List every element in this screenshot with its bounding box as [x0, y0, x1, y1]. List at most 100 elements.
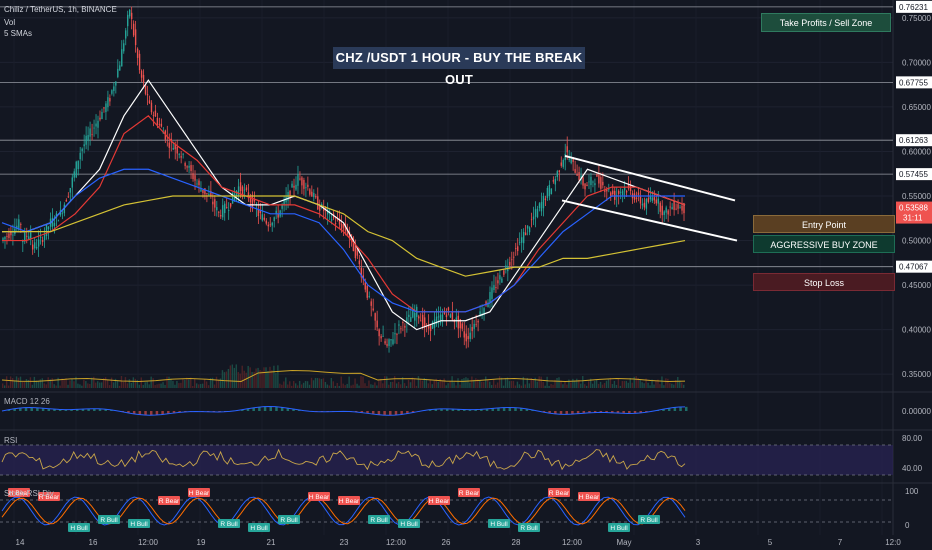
- volume-bar: [166, 376, 168, 388]
- candle-body: [376, 320, 378, 328]
- volume-bar: [104, 377, 107, 388]
- volume-bar: [49, 379, 51, 388]
- volume-bar: [215, 376, 218, 388]
- candle-body: [328, 211, 331, 212]
- stoch-signal-box: [8, 488, 30, 497]
- volume-bar: [199, 384, 202, 388]
- volume-bar: [320, 378, 323, 388]
- macd-histogram-bar: [121, 411, 125, 412]
- level-label-box: [896, 134, 932, 147]
- volume-bar: [73, 381, 75, 388]
- volume-bar: [661, 376, 663, 388]
- rsi-label: RSI: [4, 436, 18, 445]
- candle-body: [582, 177, 584, 186]
- volume-bar: [372, 384, 374, 388]
- volume-bar: [162, 382, 164, 388]
- volume-bar: [467, 378, 469, 388]
- stoch-signal-box: [458, 488, 480, 497]
- candle-body: [410, 317, 412, 322]
- stoch-signal-tag: H Bull: [608, 523, 630, 532]
- candle-body: [384, 341, 386, 344]
- volume-bar: [120, 376, 123, 388]
- time-tick-label: 28: [512, 538, 521, 547]
- volume-bar: [613, 380, 616, 388]
- macd-histogram-bar: [389, 411, 392, 416]
- volume-bar: [223, 372, 226, 388]
- candle-body: [247, 192, 250, 199]
- volume-bar: [186, 377, 188, 388]
- volume-bar: [308, 384, 311, 388]
- candle-body: [617, 190, 620, 194]
- volume-bar: [368, 380, 370, 388]
- volume-bar: [152, 378, 154, 388]
- level-label-box: [896, 76, 932, 89]
- candle-body: [503, 270, 505, 275]
- volume-bar: [447, 383, 449, 388]
- macd-histogram-bar: [639, 411, 642, 414]
- volume-bar: [536, 381, 538, 388]
- stoch-signal-label: H Bear: [339, 498, 360, 505]
- candle-body: [467, 336, 469, 340]
- level-label-box: [896, 0, 932, 13]
- stoch-signal-box: [128, 519, 150, 528]
- macd-histogram-bar: [47, 408, 51, 411]
- volume-bar: [21, 382, 24, 388]
- volume-bar: [219, 378, 222, 388]
- volume-bar: [376, 385, 378, 388]
- candle-body: [663, 211, 665, 215]
- macd-histogram-bar: [286, 407, 290, 411]
- volume-bar: [41, 378, 43, 388]
- macd-histogram-bar: [656, 410, 660, 411]
- candle-body: [111, 90, 113, 94]
- volume-bar: [382, 383, 384, 388]
- candle-body: [75, 161, 77, 178]
- stoch-signal-box: [218, 519, 240, 528]
- candle-body: [657, 198, 659, 204]
- candle-body: [10, 231, 12, 236]
- candle-body: [641, 203, 644, 206]
- candle-body: [259, 210, 262, 213]
- volume-bar: [227, 368, 230, 388]
- candle-body: [277, 214, 279, 218]
- volume-bar: [595, 379, 598, 388]
- volume-bar: [657, 379, 659, 388]
- candle-body: [463, 331, 465, 338]
- macd-histogram-bar: [554, 411, 557, 414]
- stoch-signal-box: [308, 492, 330, 501]
- candle-body: [522, 231, 525, 244]
- macd-histogram-bar: [457, 409, 460, 411]
- volume-bar: [568, 379, 570, 388]
- volume-bar: [261, 370, 263, 388]
- candle-body: [647, 198, 650, 202]
- volume-bar: [645, 378, 647, 388]
- volume-bar: [207, 385, 210, 388]
- volume-bar: [231, 364, 234, 388]
- stoch-signal-label: R Bull: [280, 517, 298, 524]
- candle-body: [380, 336, 382, 339]
- stoch-signal-label: H Bear: [309, 494, 330, 501]
- time-tick-label: 12:00: [386, 538, 407, 547]
- volume-bar: [609, 377, 612, 388]
- candle-body: [665, 207, 667, 213]
- volume-bar: [405, 385, 408, 388]
- stoch-signal-tag: H Bear: [338, 496, 360, 505]
- volume-bar: [631, 382, 633, 388]
- macd-histogram-bar: [434, 409, 438, 411]
- volume-bar: [346, 383, 348, 388]
- candle-body: [138, 53, 141, 71]
- stoch-signal-tag: R Bear: [458, 488, 480, 497]
- candle-body: [47, 226, 50, 229]
- volume-bar: [633, 376, 635, 388]
- candle-body: [509, 261, 511, 266]
- candle-body: [22, 240, 24, 243]
- level-label-box: [896, 168, 932, 181]
- candle-body: [267, 224, 269, 227]
- macd-histogram-bar: [593, 411, 597, 413]
- candle-body: [354, 244, 357, 259]
- volume-bar: [180, 382, 182, 388]
- macd-histogram-bar: [275, 406, 278, 411]
- candle-body: [231, 192, 234, 204]
- candle-body: [513, 256, 515, 258]
- volume-bar: [122, 381, 125, 388]
